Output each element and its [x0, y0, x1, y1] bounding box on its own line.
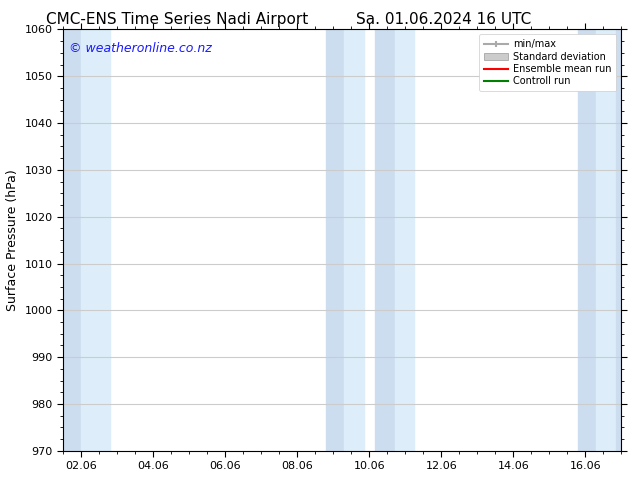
Bar: [616, 29, 621, 451]
Bar: [375, 29, 394, 451]
Y-axis label: Surface Pressure (hPa): Surface Pressure (hPa): [6, 169, 19, 311]
Bar: [326, 29, 344, 451]
Text: CMC-ENS Time Series Nadi Airport: CMC-ENS Time Series Nadi Airport: [46, 12, 309, 27]
Legend: min/max, Standard deviation, Ensemble mean run, Controll run: min/max, Standard deviation, Ensemble me…: [479, 34, 616, 91]
Bar: [596, 29, 616, 451]
Bar: [344, 29, 364, 451]
Bar: [81, 29, 110, 451]
Bar: [578, 29, 596, 451]
Bar: [394, 29, 415, 451]
Text: Sa. 01.06.2024 16 UTC: Sa. 01.06.2024 16 UTC: [356, 12, 531, 27]
Text: © weatheronline.co.nz: © weatheronline.co.nz: [69, 42, 212, 55]
Bar: [63, 29, 81, 451]
